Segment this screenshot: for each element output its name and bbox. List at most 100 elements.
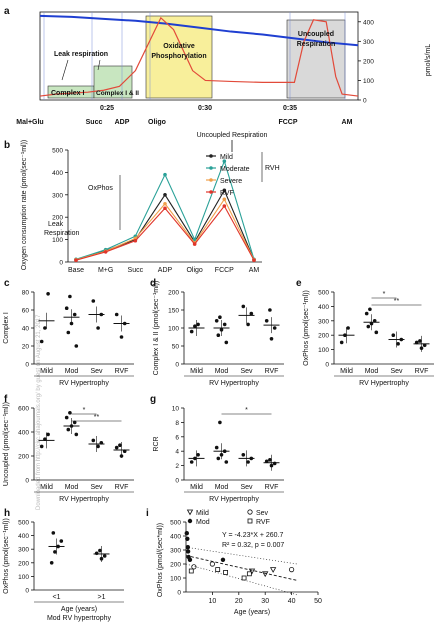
event-label-5: AM bbox=[342, 119, 353, 126]
legend-marker-b-3 bbox=[209, 190, 213, 194]
event-label-2: ADP bbox=[115, 119, 130, 126]
ytick-label-g-0: 0 bbox=[175, 478, 179, 485]
arrow-leak-2 bbox=[97, 59, 101, 71]
point-f-3 bbox=[74, 432, 79, 437]
chart-a: 0 100 200 300 400 pmol/s/mL 0:25 0:30 0:35 Mal+Gl… bbox=[16, 11, 432, 126]
point-d-3 bbox=[224, 340, 229, 345]
xlabel-e: RV Hypertrophy bbox=[359, 380, 409, 387]
xtick-label-e-3: RVF bbox=[415, 368, 429, 375]
ytick-label-d-4: 200 bbox=[168, 290, 179, 297]
point-g-14 bbox=[264, 459, 269, 464]
series-b-mild bbox=[75, 189, 255, 261]
panel-label-h: h bbox=[4, 508, 10, 519]
point-i-rvf-3 bbox=[241, 575, 247, 581]
legend-label-b-3: RVF bbox=[220, 190, 234, 197]
legend-label-b-0: Mild bbox=[220, 154, 233, 161]
box-complex-i-ii bbox=[93, 65, 133, 99]
annotation-oxphos-2: Phosphorylation bbox=[151, 53, 206, 60]
legend-title-b: RVH bbox=[265, 165, 280, 172]
point-h-6 bbox=[102, 554, 107, 558]
point-c-14 bbox=[114, 312, 119, 317]
point-h-7 bbox=[94, 551, 99, 556]
ytick-label-b-2: 200 bbox=[52, 215, 63, 222]
xtick-label-h-1: >1 bbox=[98, 594, 106, 601]
point-e-3 bbox=[374, 330, 379, 335]
ytick-label-e-0: 0 bbox=[325, 362, 329, 369]
sig-label-g-0: * bbox=[245, 407, 248, 414]
legend-label-i-1: Sev bbox=[256, 510, 269, 517]
point-g-4 bbox=[216, 456, 221, 461]
xtick-label-d-3: RVF bbox=[265, 368, 279, 375]
point-g-0 bbox=[189, 460, 194, 464]
ytick-label-a-1: 100 bbox=[363, 78, 374, 85]
ytick-label-b-1: 100 bbox=[52, 237, 63, 244]
ytick-label-f-1: 200 bbox=[18, 454, 29, 461]
point-b-rvf-4 bbox=[192, 242, 197, 246]
point-g-13 bbox=[272, 461, 277, 466]
point-g-11 bbox=[241, 453, 246, 457]
sig-label-e-1: ** bbox=[394, 298, 400, 305]
point-i-sev-1 bbox=[209, 561, 215, 567]
ytick-label-d-2: 100 bbox=[168, 326, 179, 333]
xtick-label-e-1: Mod bbox=[365, 368, 379, 375]
point-h-4 bbox=[51, 531, 56, 535]
point-f-8 bbox=[68, 411, 72, 415]
point-d-9 bbox=[246, 322, 250, 327]
ytick-label-f-2: 400 bbox=[18, 430, 29, 437]
annotation-complex-i-ii: Complex I & II bbox=[96, 90, 139, 97]
xtick-label-a-0: 0:25 bbox=[100, 105, 114, 112]
ytick-label-f-3: 600 bbox=[18, 406, 29, 413]
xtick-label-e-0: Mild bbox=[340, 368, 353, 375]
legend-marker-i-1 bbox=[247, 509, 253, 515]
chart-e: 0 100 200 300 400 500 Mild Mod Sev RVF RV Hypertro… bbox=[303, 290, 434, 387]
point-f-9 bbox=[96, 444, 100, 449]
annotation-leak: Leak respiration bbox=[54, 51, 108, 58]
point-e-13 bbox=[422, 343, 427, 348]
panel-label-d: d bbox=[150, 278, 156, 289]
point-i-mod-2 bbox=[185, 545, 191, 550]
ytick-label-c-0: 0 bbox=[25, 362, 29, 369]
subtitle-h: Mod RV hypertrophy bbox=[47, 615, 112, 622]
chart-i: 0 100 200 300 400 500 10 20 30 40 50 Age (years) OxP… bbox=[157, 509, 322, 616]
ytick-label-g-2: 4 bbox=[175, 449, 179, 456]
xtick-label-c-0: Mild bbox=[40, 368, 53, 375]
point-f-11 bbox=[91, 438, 96, 443]
point-d-1 bbox=[193, 324, 197, 329]
point-i-mod-6 bbox=[220, 557, 226, 562]
point-e-4 bbox=[366, 324, 371, 329]
point-d-8 bbox=[218, 315, 222, 320]
point-g-8 bbox=[218, 420, 222, 425]
xtick-label-c-1: Mod bbox=[65, 368, 79, 375]
chart-d: 0 50 100 150 200 Mild Mod Sev RVF RV Hypertrophy C… bbox=[153, 281, 284, 387]
xlabel-f: RV Hypertrophy bbox=[59, 496, 109, 503]
point-c-4 bbox=[66, 330, 71, 335]
xtick-label-d-1: Mod bbox=[215, 368, 229, 375]
xtick-label-e-2: Sev bbox=[390, 368, 403, 375]
point-i-rvf-0 bbox=[188, 568, 194, 574]
annotation-leak-b-2: Respiration bbox=[44, 230, 80, 237]
point-c-0 bbox=[39, 339, 44, 344]
legend-label-i-0: Mild bbox=[196, 510, 209, 517]
xtick-label-i-0: 10 bbox=[209, 598, 217, 605]
ylabel-f: Uncoupled (pmol(sec⁻¹ml)) bbox=[3, 402, 10, 486]
point-b-rvf-0 bbox=[74, 258, 78, 263]
xtick-label-d-0: Mild bbox=[190, 368, 203, 375]
point-i-sev-2 bbox=[288, 566, 295, 573]
ytick-label-e-1: 100 bbox=[318, 347, 329, 354]
point-f-2 bbox=[46, 432, 50, 437]
point-d-14 bbox=[264, 319, 269, 323]
xtick-label-g-3: RVF bbox=[265, 484, 279, 491]
panel-label-i: i bbox=[146, 508, 149, 519]
arrow-leak-1 bbox=[61, 59, 69, 81]
ytick-label-h-3: 300 bbox=[18, 547, 29, 554]
sig-label-f-1: ** bbox=[94, 414, 100, 421]
point-d-4 bbox=[216, 333, 221, 338]
point-g-9 bbox=[246, 460, 250, 464]
annotation-uncoupled-2: Respiration bbox=[297, 41, 336, 48]
point-f-4 bbox=[66, 427, 71, 432]
legend-marker-b-2 bbox=[209, 178, 213, 182]
point-c-1 bbox=[43, 326, 47, 330]
ylabel-e: OxPhos (pmol(sec⁻¹ml)) bbox=[303, 290, 310, 366]
plot-frame-a bbox=[39, 11, 359, 101]
